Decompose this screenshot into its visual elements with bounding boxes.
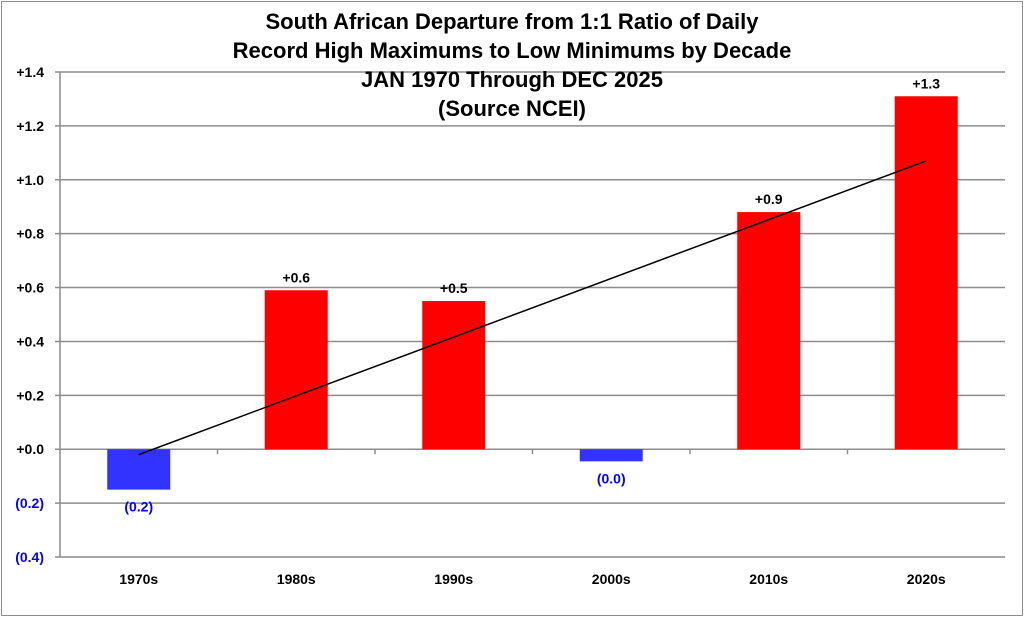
y-tick-label: +0.0 (16, 441, 44, 457)
title-line-1: South African Departure from 1:1 Ratio o… (265, 9, 759, 34)
y-tick-label: +0.4 (16, 333, 44, 349)
y-tick-label: +0.6 (16, 280, 44, 296)
data-label: +0.9 (755, 191, 783, 207)
x-tick-label: 1990s (434, 571, 473, 587)
data-label: (0.2) (124, 499, 153, 515)
data-label: +1.3 (912, 75, 940, 91)
bar (422, 301, 486, 450)
title-line-3: JAN 1970 Through DEC 2025 (361, 67, 663, 92)
bar (579, 449, 643, 462)
y-tick-label: +0.2 (16, 387, 44, 403)
data-label: +0.5 (440, 280, 468, 296)
x-tick-label: 2020s (907, 571, 946, 587)
bar (894, 96, 958, 450)
bar (264, 290, 328, 450)
x-tick-label: 2010s (749, 571, 788, 587)
x-tick-label: 2000s (592, 571, 631, 587)
x-tick-label: 1970s (119, 571, 158, 587)
x-tick-label: 1980s (277, 571, 316, 587)
bar (737, 212, 801, 450)
y-tick-label: +1.0 (16, 172, 44, 188)
trendline (138, 160, 927, 456)
bar (107, 449, 171, 490)
title-line-2: Record High Maximums to Low Minimums by … (232, 38, 792, 63)
y-tick-label: (0.2) (15, 495, 44, 511)
y-tick-label: +0.8 (16, 226, 44, 242)
title-line-4: (Source NCEI) (438, 96, 586, 121)
y-tick-label: +1.4 (16, 64, 44, 80)
chart-title: South African Departure from 1:1 Ratio o… (0, 7, 1024, 123)
data-label: +0.6 (282, 269, 310, 285)
data-label: (0.0) (597, 470, 626, 486)
y-tick-label: +1.2 (16, 118, 44, 134)
y-tick-label: (0.4) (15, 549, 44, 565)
